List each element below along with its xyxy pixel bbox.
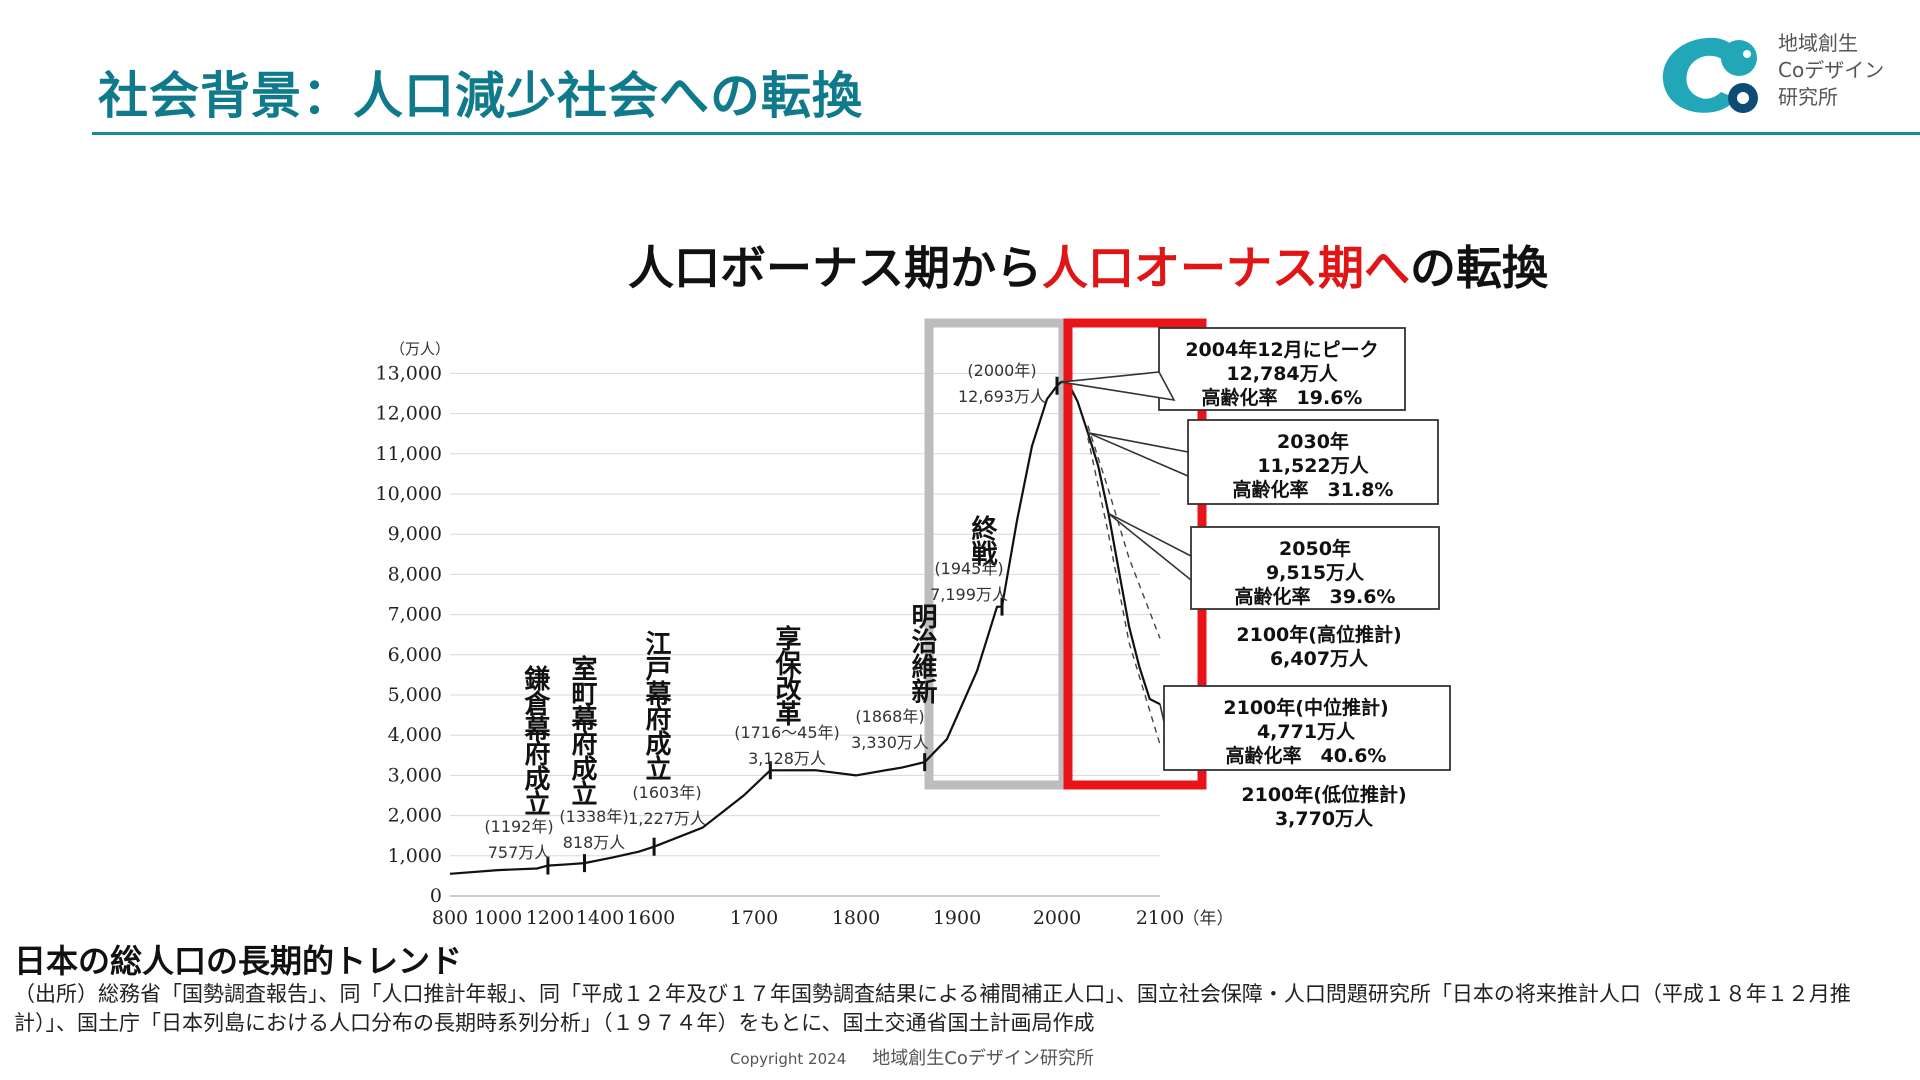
callout-text: 6,407万人 — [1270, 648, 1369, 670]
era-year-label: (1192年) — [484, 817, 553, 836]
callout-text: 2100年(低位推計) — [1241, 783, 1406, 806]
era-year-label: (1603年) — [632, 783, 701, 802]
callout-text: 11,522万人 — [1257, 455, 1369, 477]
callout-text: 高齢化率 39.6% — [1235, 585, 1396, 608]
page-title: 社会背景：人口減少社会への転換 — [98, 67, 863, 125]
x-tick-label: 1600 — [627, 907, 675, 929]
callout-pointer — [1087, 432, 1189, 478]
callout-text: 4,771万人 — [1257, 721, 1356, 743]
x-tick-label: 800 — [432, 907, 468, 929]
y-tick-label: 3,000 — [388, 764, 442, 786]
headline-part-1: 人口ボーナス期から — [628, 241, 1042, 295]
chart-caption-title: 日本の総人口の長期的トレンド — [14, 942, 463, 980]
source-note: （出所）総務省「国勢調査報告」、同「人口推計年報」、同「平成１２年及び１７年国勢… — [14, 982, 1851, 1035]
brand-logo-icon — [1662, 37, 1758, 113]
era-year-label: (1338年) — [559, 807, 628, 826]
era-value-label: 3,128万人 — [748, 749, 826, 768]
series-line-projection — [1087, 437, 1161, 745]
y-tick-label: 10,000 — [376, 483, 442, 505]
era-value-label: 3,330万人 — [851, 733, 929, 752]
title-divider — [92, 132, 1920, 135]
callout-text: 高齢化率 19.6% — [1202, 386, 1363, 409]
era-event-label: 室町幕府成立 — [567, 654, 598, 805]
y-tick-label: 12,000 — [376, 403, 442, 425]
headline-part-3: の転換 — [1410, 241, 1548, 295]
y-tick-label: 8,000 — [388, 563, 442, 585]
headline: 人口ボーナス期から人口オーナス期への転換 — [628, 232, 1548, 298]
callout-text: 高齢化率 40.6% — [1226, 744, 1387, 767]
callout-box — [1190, 526, 1440, 610]
x-tick-label: 1200 — [526, 907, 574, 929]
era-event-label: 江戸幕府成立 — [641, 630, 672, 780]
callout-pointer — [1107, 512, 1192, 582]
era-event-label: 終戦 — [967, 514, 997, 566]
series-line-actual — [449, 379, 1161, 875]
copyright: Copyright 2024 地域創生Coデザイン研究所 — [730, 1044, 1094, 1070]
callout-text: 高齢化率 31.8% — [1233, 478, 1394, 501]
series-line-projection — [1087, 425, 1161, 639]
y-tick-label: 6,000 — [388, 644, 442, 666]
logo-line: 地域創生 — [1778, 31, 1858, 55]
era-value-label: 1,227万人 — [628, 809, 706, 828]
era-year-label: (1945年) — [934, 559, 1003, 578]
era-value-label: 7,199万人 — [930, 585, 1008, 604]
y-tick-label: 4,000 — [388, 724, 442, 746]
callout-text: 2100年(中位推計) — [1223, 696, 1388, 719]
era-year-label: (1868年) — [855, 707, 924, 726]
era-event-label: 鎌倉幕府成立 — [520, 664, 551, 815]
callout-text: 2100年(高位推計) — [1236, 623, 1401, 646]
y-tick-label: 2,000 — [388, 805, 442, 827]
callout-text: 2030年 — [1277, 430, 1349, 453]
era-year-label: (2000年) — [967, 361, 1036, 380]
x-tick-label: 1800 — [832, 907, 880, 929]
y-tick-label: 0 — [430, 885, 442, 907]
headline-part-2-red: 人口オーナス期へ — [1042, 241, 1410, 295]
x-tick-label: 1400 — [576, 907, 624, 929]
logo-wordmark: 地域創生 Coデザイン 研究所 — [1778, 30, 1884, 111]
y-tick-label: 5,000 — [388, 684, 442, 706]
y-axis-unit: （万人） — [390, 340, 450, 358]
y-tick-label: 9,000 — [388, 523, 442, 545]
era-value-label: 12,693万人 — [958, 387, 1046, 406]
callout-text: 3,770万人 — [1275, 808, 1374, 830]
x-tick-label: 1000 — [474, 907, 522, 929]
x-tick-label: 1900 — [933, 907, 981, 929]
y-tick-label: 7,000 — [388, 604, 442, 626]
callout-text: 9,515万人 — [1266, 562, 1365, 584]
population-chart: 0 1,000 2,000 3,000 4,000 5,000 6,000 7,000 8,00… — [376, 318, 1451, 929]
x-tick-label: 2000 — [1033, 907, 1081, 929]
x-tick-label: 1700 — [730, 907, 778, 929]
era-event-label: 明治維新 — [907, 603, 937, 704]
x-axis-unit: （年） — [1183, 909, 1234, 929]
callout-box — [1158, 327, 1406, 411]
y-tick-label: 1,000 — [388, 845, 442, 867]
copyright-org: 地域創生Coデザイン研究所 — [872, 1048, 1094, 1069]
y-tick-label: 13,000 — [376, 362, 442, 384]
callout-box — [1163, 685, 1451, 771]
callout-pointer — [1159, 704, 1165, 723]
x-tick-label: 2100 — [1136, 907, 1184, 929]
era-value-label: 757万人 — [488, 843, 551, 862]
callout-pointer — [1060, 371, 1176, 402]
y-tick-label: 11,000 — [376, 443, 442, 465]
callout-text: 12,784万人 — [1226, 363, 1338, 385]
era-year-label: (1716～45年) — [734, 723, 840, 742]
era-event-label: 享保改革 — [771, 624, 802, 726]
bonus-period-box — [924, 318, 1068, 790]
logo-line: 研究所 — [1778, 85, 1838, 109]
callout-text: 2050年 — [1279, 537, 1351, 560]
callout-text: 2004年12月にピーク — [1185, 338, 1378, 361]
era-value-label: 818万人 — [563, 833, 626, 852]
copyright-text: Copyright 2024 — [730, 1050, 847, 1068]
logo-line: Coデザイン — [1778, 58, 1885, 82]
